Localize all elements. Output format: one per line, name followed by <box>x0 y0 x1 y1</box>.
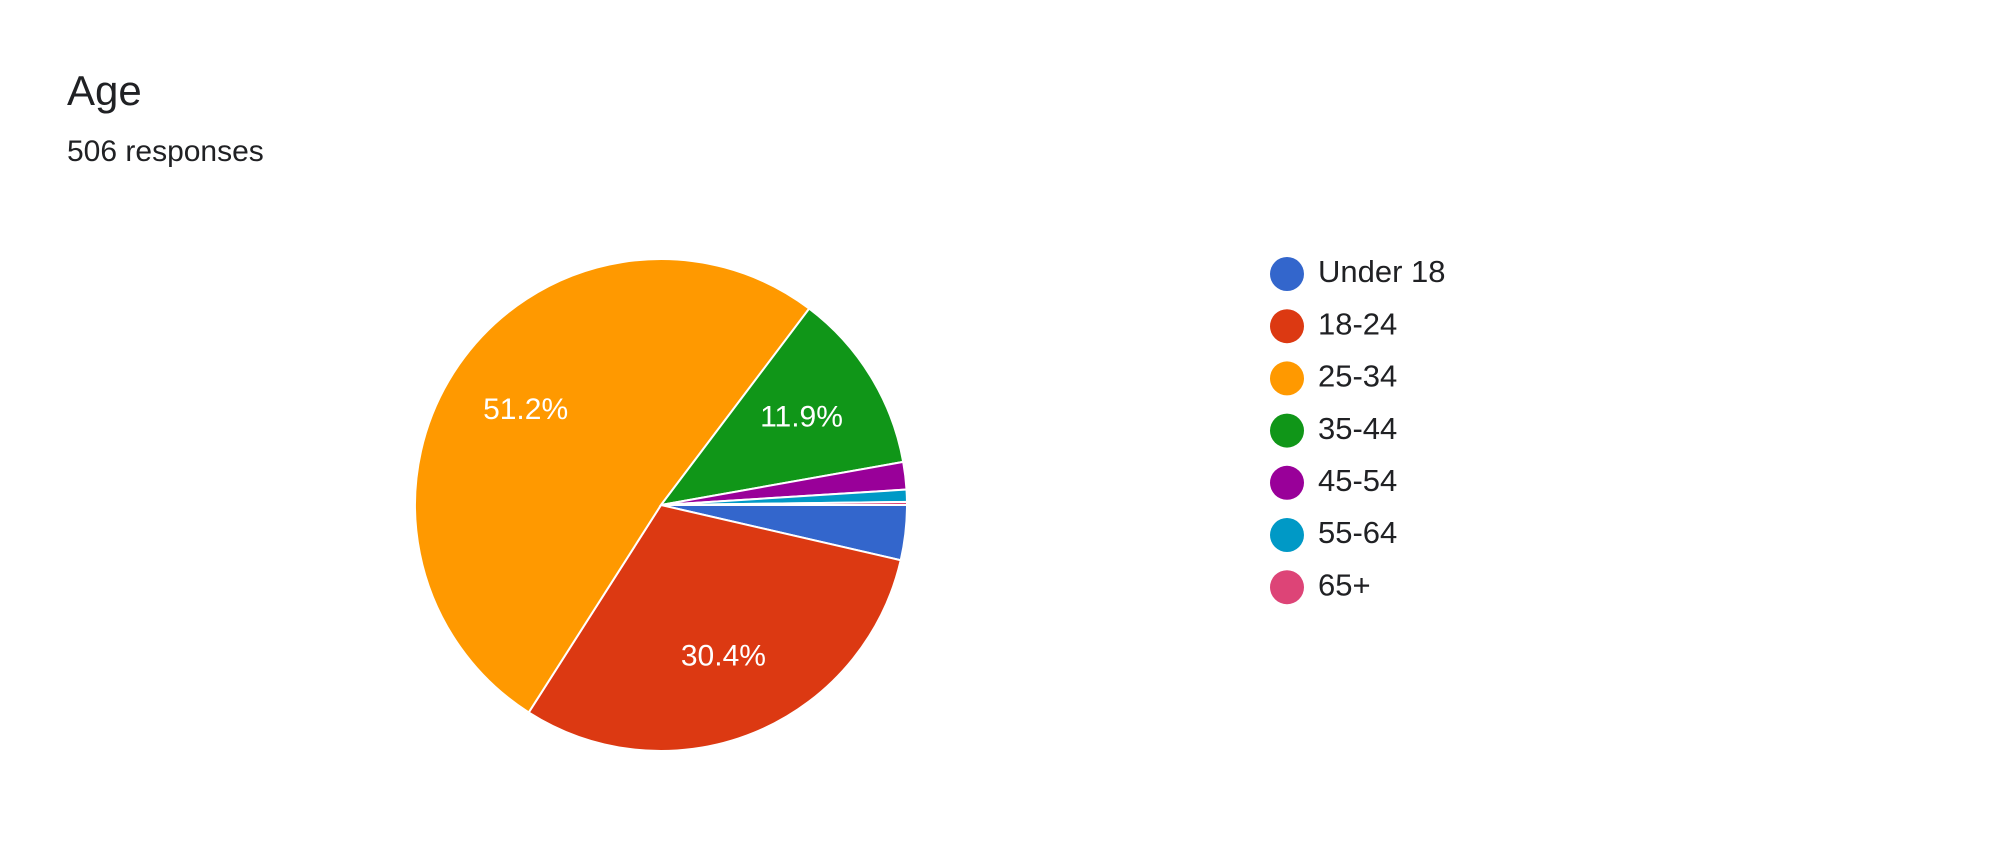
legend-label: Under 18 <box>1318 254 1446 289</box>
legend-swatch <box>1270 413 1304 448</box>
pie-slice <box>527 503 902 752</box>
legend-swatch <box>1270 257 1304 291</box>
chart-title: Age <box>67 67 142 114</box>
pie-slice <box>660 500 909 506</box>
slice-label: 51.2% <box>483 393 568 426</box>
pie-slice <box>658 307 905 507</box>
legend-label: 65+ <box>1318 567 1371 602</box>
legend-label: 55-64 <box>1318 515 1397 550</box>
chart-subtitle: 506 responses <box>67 135 264 168</box>
slice-label: 11.9% <box>760 401 843 434</box>
legend-label: 18-24 <box>1318 306 1397 341</box>
legend-label: 45-54 <box>1318 463 1397 498</box>
legend-swatch <box>1270 570 1304 605</box>
pie-slice <box>413 258 811 714</box>
legend-label: 35-44 <box>1318 411 1397 446</box>
legend-label: 25-34 <box>1318 359 1397 394</box>
legend-swatch <box>1270 361 1304 396</box>
legend-swatch <box>1270 465 1304 500</box>
legend-swatch <box>1270 309 1304 344</box>
slice-label: 30.4% <box>681 639 766 672</box>
legend-swatch <box>1270 518 1304 552</box>
